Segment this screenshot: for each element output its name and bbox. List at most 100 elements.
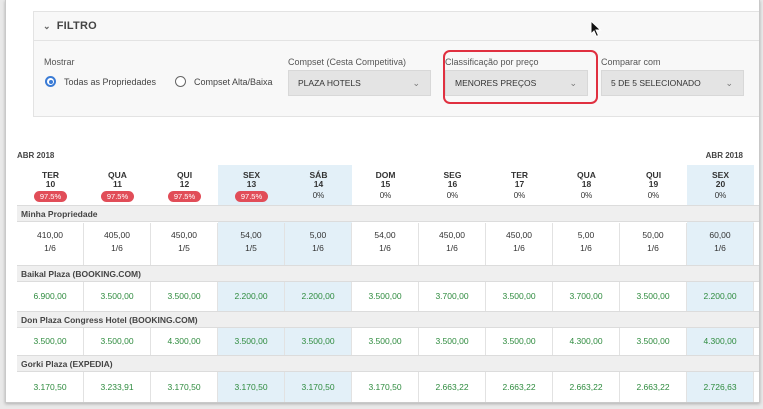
radio-compset-label: Compset Alta/Baixa bbox=[194, 77, 273, 87]
price: 405,00 bbox=[104, 230, 130, 240]
rate-grid: ABR 2018 ABR 2018 TER 10 97.5% QUA 11 97.5% QU… bbox=[17, 151, 759, 402]
section-header: Gorki Plaza (EXPEDIA) bbox=[17, 355, 759, 372]
price-cell[interactable]: 3.170,50 bbox=[352, 372, 419, 402]
chevron-down-icon: ⌄ bbox=[569, 78, 577, 88]
day-header[interactable]: QUA 11 bbox=[84, 171, 151, 189]
price-cell[interactable]: 3.170,50 bbox=[285, 372, 352, 402]
price-cell[interactable]: 2.663,22 bbox=[620, 372, 687, 402]
day-of-week: SEX bbox=[242, 170, 260, 180]
price-cell[interactable]: 2.726,63 bbox=[687, 372, 754, 402]
price-cell[interactable]: 4.300,00 bbox=[151, 328, 218, 355]
classificacao-select[interactable]: MENORES PREÇOS ⌄ bbox=[445, 70, 588, 96]
price-cell[interactable]: 4.300,00 bbox=[553, 328, 620, 355]
price-cell[interactable]: 405,00 1/6 bbox=[84, 223, 151, 265]
day-of-week: DOM bbox=[375, 170, 396, 180]
chevron-down-icon: ⌄ bbox=[412, 78, 420, 88]
mouse-cursor-icon bbox=[590, 20, 602, 38]
rank: 1/6 bbox=[312, 243, 324, 253]
day-header[interactable]: DOM 15 bbox=[352, 171, 419, 189]
day-header[interactable]: QUI 19 bbox=[620, 171, 687, 189]
day-of-week: QUI bbox=[176, 170, 193, 180]
day-header[interactable]: SEG 16 bbox=[419, 171, 486, 189]
day-of-week: QUA bbox=[577, 170, 596, 180]
price-cell[interactable]: 450,00 1/6 bbox=[486, 223, 553, 265]
day-header[interactable]: TER 17 bbox=[486, 171, 553, 189]
price-cell[interactable]: 2.663,22 bbox=[486, 372, 553, 402]
price-cell[interactable]: 2.663,22 bbox=[553, 372, 620, 402]
occupancy: 97.5% bbox=[151, 191, 218, 202]
price-cell[interactable]: 450,00 1/6 bbox=[419, 223, 486, 265]
day-number: 13 bbox=[246, 179, 257, 189]
price-cell[interactable]: 2.663,22 bbox=[419, 372, 486, 402]
comparar-value: 5 DE 5 SELECIONADO bbox=[611, 78, 701, 88]
price: 450,00 bbox=[506, 230, 532, 240]
occupancy: 0% bbox=[647, 191, 660, 200]
price-cell[interactable]: 410,00 1/6 bbox=[17, 223, 84, 265]
price-cell[interactable]: 3.233,91 bbox=[84, 372, 151, 402]
price-cell[interactable]: 3.170,50 bbox=[218, 372, 285, 402]
price-cell[interactable]: 3.500,00 bbox=[419, 328, 486, 355]
day-number: 10 bbox=[45, 179, 56, 189]
day-header[interactable]: SEX 20 bbox=[687, 171, 754, 189]
day-number: 15 bbox=[380, 179, 391, 189]
price-cell[interactable]: 54,00 1/5 bbox=[218, 223, 285, 265]
annotation-highlight bbox=[443, 50, 598, 104]
price-cell[interactable]: 2.200,00 bbox=[687, 282, 754, 311]
price-cell[interactable]: 54,00 1/6 bbox=[352, 223, 419, 265]
price-cell[interactable]: 3.500,00 bbox=[84, 282, 151, 311]
compset-select[interactable]: PLAZA HOTELS ⌄ bbox=[288, 70, 431, 96]
day-header[interactable]: QUI 12 bbox=[151, 171, 218, 189]
occupancy: 0% bbox=[379, 191, 392, 200]
classificacao-value: MENORES PREÇOS bbox=[455, 78, 537, 88]
price-cell[interactable]: 6.900,00 bbox=[17, 282, 84, 311]
price-cell[interactable]: 50,00 1/6 bbox=[620, 223, 687, 265]
occupancy-badge: 97.5% bbox=[33, 191, 68, 202]
section-header: Baikal Plaza (BOOKING.COM) bbox=[17, 265, 759, 282]
price-cell[interactable]: 3.500,00 bbox=[352, 282, 419, 311]
day-header[interactable]: QUA 18 bbox=[553, 171, 620, 189]
price-cell[interactable]: 5,00 1/6 bbox=[553, 223, 620, 265]
price-cell[interactable]: 4.300,00 bbox=[687, 328, 754, 355]
section-header: Don Plaza Congress Hotel (BOOKING.COM) bbox=[17, 311, 759, 328]
day-header[interactable]: SEX 13 bbox=[218, 171, 285, 189]
day-number: 17 bbox=[514, 179, 525, 189]
comparar-label: Comparar com bbox=[601, 57, 661, 67]
price: 410,00 bbox=[37, 230, 63, 240]
price-cell[interactable]: 3.500,00 bbox=[285, 328, 352, 355]
rank: 1/6 bbox=[647, 243, 659, 253]
day-header[interactable]: TER 10 bbox=[17, 171, 84, 189]
day-header[interactable]: SÁB 14 bbox=[285, 171, 352, 189]
day-number: 18 bbox=[581, 179, 592, 189]
price-cell[interactable]: 2.200,00 bbox=[285, 282, 352, 311]
price-cell[interactable]: 3.500,00 bbox=[486, 328, 553, 355]
price: 450,00 bbox=[439, 230, 465, 240]
radio-all-properties[interactable] bbox=[45, 76, 56, 87]
price-cell[interactable]: 3.700,00 bbox=[553, 282, 620, 311]
filter-toggle[interactable]: ⌄ FILTRO bbox=[34, 12, 759, 41]
day-of-week: QUA bbox=[108, 170, 127, 180]
price-cell[interactable]: 3.170,50 bbox=[17, 372, 84, 402]
price-cell[interactable]: 2.200,00 bbox=[218, 282, 285, 311]
price-cell[interactable]: 3.700,00 bbox=[419, 282, 486, 311]
filter-panel: ⌄ FILTRO Mostrar Todas as Propriedades C… bbox=[33, 11, 759, 117]
day-of-week: SEX bbox=[711, 170, 729, 180]
comparar-select[interactable]: 5 DE 5 SELECIONADO ⌄ bbox=[601, 70, 744, 96]
price-cell[interactable]: 3.500,00 bbox=[218, 328, 285, 355]
price-cell[interactable]: 3.500,00 bbox=[352, 328, 419, 355]
month-left: ABR 2018 bbox=[17, 151, 55, 160]
price-cell[interactable]: 3.500,00 bbox=[620, 328, 687, 355]
price-cell[interactable]: 60,00 1/6 bbox=[687, 223, 754, 265]
price-cell[interactable]: 3.500,00 bbox=[84, 328, 151, 355]
price: 5,00 bbox=[309, 230, 327, 240]
price-cell[interactable]: 450,00 1/5 bbox=[151, 223, 218, 265]
radio-compset[interactable] bbox=[175, 76, 186, 87]
price-cell[interactable]: 3.170,50 bbox=[151, 372, 218, 402]
occupancy: 0% bbox=[446, 191, 459, 200]
price-cell[interactable]: 3.500,00 bbox=[486, 282, 553, 311]
price-cell[interactable]: 3.500,00 bbox=[17, 328, 84, 355]
price-cell[interactable]: 5,00 1/6 bbox=[285, 223, 352, 265]
occupancy: 0% bbox=[580, 191, 593, 200]
price-cell[interactable]: 3.500,00 bbox=[151, 282, 218, 311]
app-window: ⌄ FILTRO Mostrar Todas as Propriedades C… bbox=[5, 0, 760, 403]
price-cell[interactable]: 3.500,00 bbox=[620, 282, 687, 311]
